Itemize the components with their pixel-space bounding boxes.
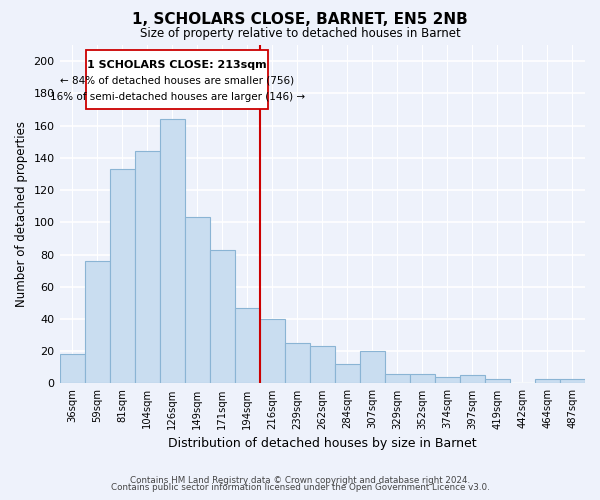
Bar xyxy=(235,308,260,384)
Bar xyxy=(385,374,410,384)
Text: Size of property relative to detached houses in Barnet: Size of property relative to detached ho… xyxy=(140,28,460,40)
Bar xyxy=(535,378,560,384)
Bar xyxy=(410,374,435,384)
Bar xyxy=(260,319,285,384)
Y-axis label: Number of detached properties: Number of detached properties xyxy=(15,121,28,307)
Bar xyxy=(335,364,360,384)
Text: 1, SCHOLARS CLOSE, BARNET, EN5 2NB: 1, SCHOLARS CLOSE, BARNET, EN5 2NB xyxy=(132,12,468,28)
Bar xyxy=(360,351,385,384)
Bar xyxy=(85,261,110,384)
Text: Contains public sector information licensed under the Open Government Licence v3: Contains public sector information licen… xyxy=(110,484,490,492)
Text: 1 SCHOLARS CLOSE: 213sqm: 1 SCHOLARS CLOSE: 213sqm xyxy=(88,60,267,70)
Bar xyxy=(160,119,185,384)
Text: 16% of semi-detached houses are larger (146) →: 16% of semi-detached houses are larger (… xyxy=(50,92,305,102)
Bar xyxy=(110,169,134,384)
Bar xyxy=(285,343,310,384)
Bar xyxy=(310,346,335,384)
Bar xyxy=(86,50,268,110)
Text: Contains HM Land Registry data © Crown copyright and database right 2024.: Contains HM Land Registry data © Crown c… xyxy=(130,476,470,485)
Bar xyxy=(435,377,460,384)
Bar xyxy=(209,250,235,384)
Bar xyxy=(185,218,209,384)
Bar xyxy=(460,376,485,384)
Bar xyxy=(485,378,510,384)
Bar xyxy=(134,152,160,384)
Text: ← 84% of detached houses are smaller (756): ← 84% of detached houses are smaller (75… xyxy=(60,76,294,86)
Bar xyxy=(560,378,585,384)
Bar xyxy=(59,354,85,384)
X-axis label: Distribution of detached houses by size in Barnet: Distribution of detached houses by size … xyxy=(168,437,476,450)
